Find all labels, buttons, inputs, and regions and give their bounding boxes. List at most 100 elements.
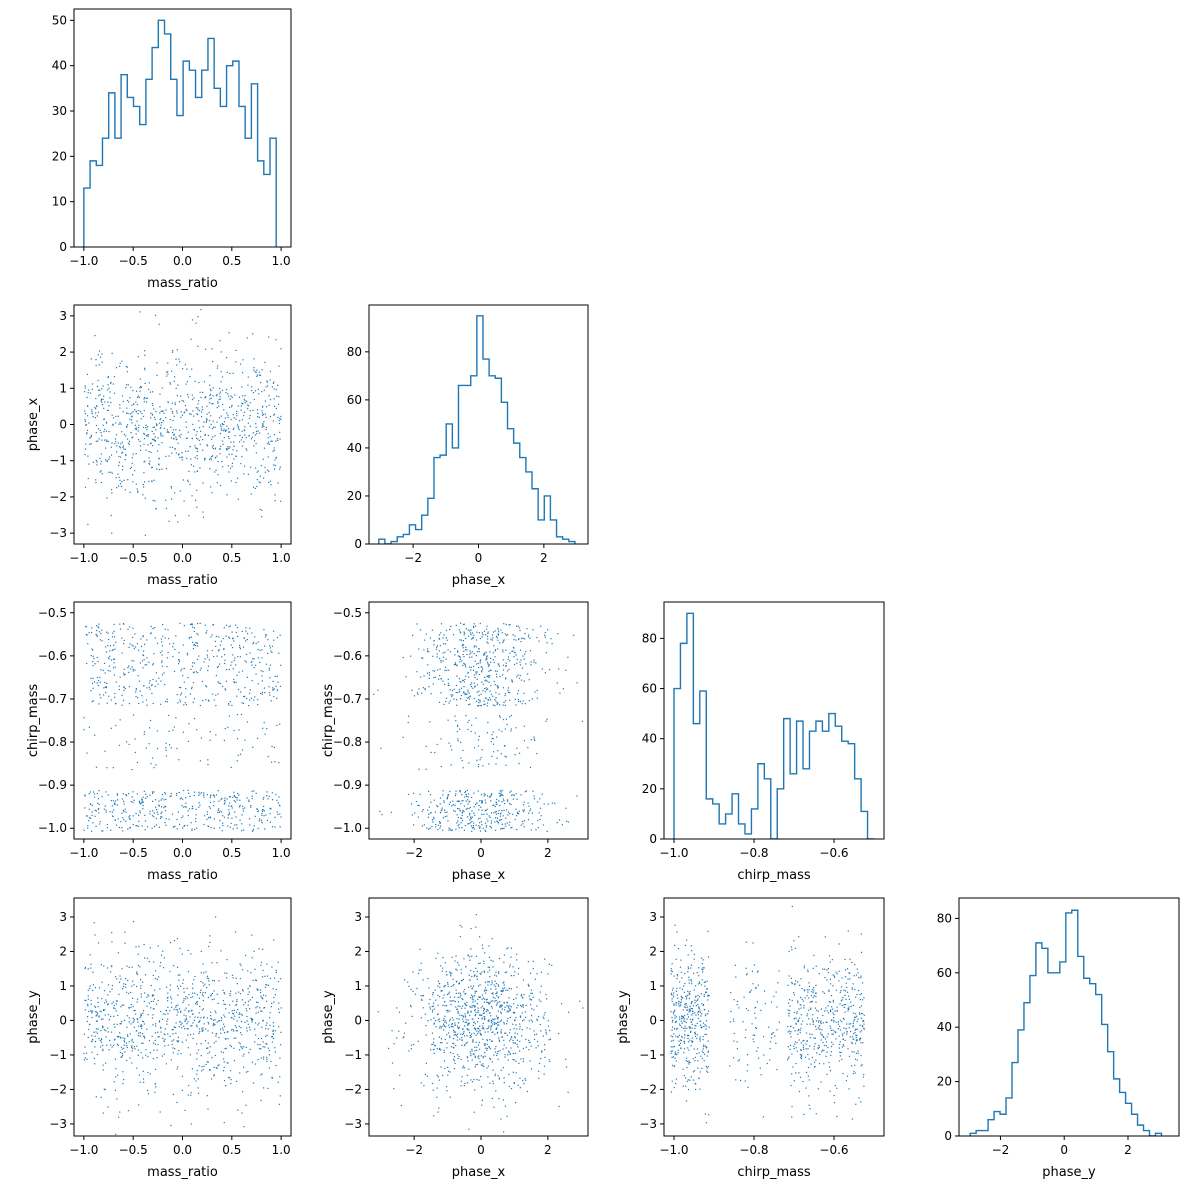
scatter-point <box>200 1070 203 1072</box>
scatter-point <box>172 1047 174 1049</box>
scatter-point <box>469 1034 471 1037</box>
scatter-point <box>442 957 444 959</box>
scatter-point <box>94 406 96 409</box>
scatter-point <box>150 632 152 634</box>
scatter-point <box>143 350 146 352</box>
scatter-point <box>108 471 110 473</box>
scatter-point <box>236 1080 238 1083</box>
scatter-point <box>488 1020 490 1022</box>
scatter-point <box>486 655 488 657</box>
scatter-point <box>134 1048 136 1050</box>
scatter-point <box>181 668 183 670</box>
scatter-point <box>119 365 121 367</box>
scatter-point <box>101 399 103 401</box>
scatter-point <box>529 808 532 810</box>
scatter-point <box>576 795 578 797</box>
scatter-point <box>459 728 461 730</box>
hist-mass_ratio-marks <box>83 19 277 247</box>
scatter-point <box>173 726 175 728</box>
scatter-point <box>271 792 273 794</box>
scatter-point <box>234 394 236 396</box>
y-tick-label: 0 <box>59 240 67 254</box>
scatter-point <box>203 794 205 796</box>
scatter-point <box>85 999 87 1002</box>
scatter-point <box>110 382 112 385</box>
scatter-point <box>245 1046 247 1049</box>
scatter-point <box>157 1031 159 1033</box>
scatter-point <box>262 1058 265 1060</box>
scatter-point <box>261 412 263 414</box>
scatter-point <box>448 702 450 704</box>
scatter-point <box>196 413 199 416</box>
scatter-point <box>404 979 406 981</box>
scatter-point <box>495 673 498 675</box>
scatter-point <box>528 679 530 681</box>
scatter-point <box>497 627 499 629</box>
scatter-point <box>278 365 280 367</box>
scatter-point <box>149 794 151 796</box>
scatter-point <box>480 671 483 673</box>
scatter-point <box>213 998 215 1000</box>
scatter-point <box>187 1021 189 1023</box>
scatter-point <box>191 805 194 807</box>
scatter-point <box>152 702 154 705</box>
scatter-point <box>241 436 243 439</box>
scatter-point <box>479 637 482 640</box>
scatter-point <box>433 1115 435 1117</box>
scatter-point <box>180 411 182 413</box>
scatter-point <box>146 397 149 399</box>
scatter-point <box>211 1032 214 1034</box>
scatter-point <box>266 728 268 730</box>
scatter-point <box>210 389 212 392</box>
scatter-point <box>157 813 159 815</box>
scatter-point <box>474 685 476 687</box>
scatter-point <box>497 1001 499 1003</box>
scatter-point <box>501 801 503 803</box>
scatter-point <box>431 1043 433 1046</box>
scatter-point <box>492 637 494 639</box>
scatter-point <box>224 1016 226 1018</box>
x-tick-label: 0 <box>475 551 483 565</box>
scatter-point <box>514 1032 516 1034</box>
scatter-point <box>436 656 438 658</box>
scatter-point <box>194 976 196 978</box>
scatter-point <box>491 1040 493 1042</box>
scatter-point <box>538 1070 540 1072</box>
scatter-point <box>166 1020 168 1022</box>
scatter-point <box>460 694 462 697</box>
scatter-point <box>520 995 522 997</box>
scatter-point <box>425 1034 427 1036</box>
scatter-point <box>174 648 176 651</box>
scatter-point <box>473 747 476 749</box>
scatter-point <box>139 1035 141 1037</box>
scatter-point <box>433 640 435 642</box>
scatter-point <box>83 391 86 393</box>
scatter-point <box>115 477 117 479</box>
scatter-point <box>546 718 548 720</box>
scatter-point <box>520 1005 523 1008</box>
scatter-point <box>87 827 89 829</box>
scatter-point <box>473 646 475 648</box>
scatter-point <box>220 950 222 952</box>
scatter-point <box>106 460 108 462</box>
scatter-point <box>546 629 549 631</box>
scatter-point <box>167 1044 169 1046</box>
scatter-point <box>275 457 277 459</box>
scatter-point <box>138 396 140 398</box>
scatter-point <box>435 957 437 959</box>
scatter-point <box>512 1042 514 1044</box>
scatter-point <box>209 807 212 809</box>
scatter-point <box>258 416 261 418</box>
scatter-point <box>468 1128 470 1130</box>
scatter-point <box>205 418 208 420</box>
scatter-point <box>502 664 505 666</box>
scatter-point <box>252 828 255 831</box>
scatter-point <box>466 649 468 651</box>
scatter-point <box>208 1023 210 1025</box>
scatter-point <box>197 403 199 405</box>
scatter-point <box>519 674 521 677</box>
scatter-point <box>416 623 418 625</box>
scatter-point <box>238 1012 241 1014</box>
scatter-point <box>105 999 107 1001</box>
scatter-point <box>177 663 180 665</box>
